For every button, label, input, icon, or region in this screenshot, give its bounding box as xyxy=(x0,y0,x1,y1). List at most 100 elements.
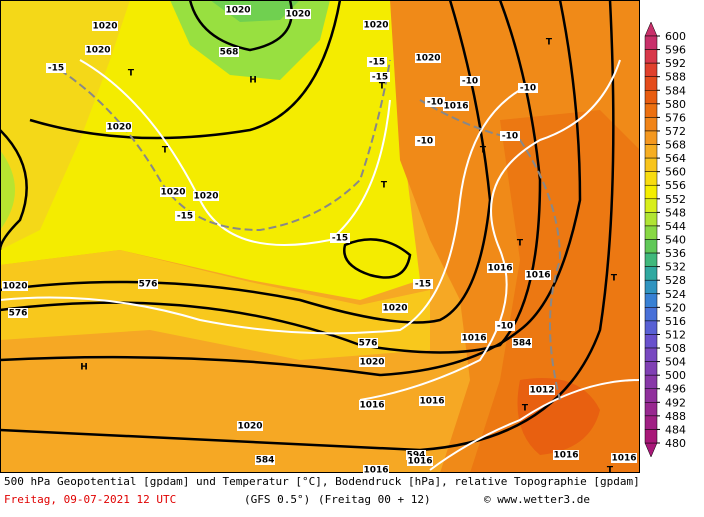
colorbar-label: 592 xyxy=(665,57,686,70)
colorbar-swatch xyxy=(644,225,658,240)
pressure-center: T xyxy=(517,239,524,249)
colorbar-swatch xyxy=(644,320,658,335)
contour-label: -10 xyxy=(520,84,536,94)
credit: © www.wetter3.de xyxy=(484,493,590,506)
contour-label: 1020 xyxy=(237,422,262,432)
colorbar-swatch xyxy=(644,347,658,362)
label-box xyxy=(495,321,515,331)
label-box xyxy=(461,333,487,343)
contour-label: 1020 xyxy=(106,123,131,133)
label-box xyxy=(359,400,385,410)
contours xyxy=(0,0,641,471)
colorbar-swatch xyxy=(644,388,658,403)
colorbar-swatch xyxy=(644,184,658,200)
label-box xyxy=(611,453,637,463)
colorbar-label: 584 xyxy=(665,84,686,97)
pressure-center: T xyxy=(611,274,618,284)
label-box xyxy=(138,279,158,289)
colorbar-label: 532 xyxy=(665,261,686,274)
colorbar-swatch xyxy=(644,334,658,349)
contour-label: 568 xyxy=(220,48,239,58)
label-box xyxy=(193,191,219,201)
label-box xyxy=(363,20,389,30)
pressure-center: H xyxy=(249,76,257,86)
label-box xyxy=(358,338,378,348)
run: (Freitag 00 + 12) xyxy=(318,493,431,506)
label-box xyxy=(413,279,433,289)
colorbar-swatch xyxy=(644,103,658,118)
contour-label: 1012 xyxy=(529,386,554,396)
label-box xyxy=(219,47,239,57)
contour-label: 1020 xyxy=(85,46,110,56)
contour-label: 1016 xyxy=(407,457,432,467)
label-box xyxy=(419,396,445,406)
contour-label: 1020 xyxy=(193,192,218,202)
colorbar-label: 480 xyxy=(665,437,686,450)
colorbar-label: 600 xyxy=(665,30,686,43)
contour-label: 1020 xyxy=(225,6,250,16)
colorbar-swatch xyxy=(644,293,658,308)
label-box xyxy=(370,72,390,82)
colorbar-swatch xyxy=(644,266,658,281)
label-box xyxy=(46,63,66,73)
colorbar-swatch xyxy=(644,157,658,172)
colorbar-swatch xyxy=(644,62,658,77)
label-box xyxy=(487,263,513,273)
colorbar-swatch xyxy=(644,35,658,50)
label-box xyxy=(359,357,385,367)
colorbar-swatch xyxy=(644,198,658,213)
contour-label: 1016 xyxy=(363,466,388,476)
contour-label: -10 xyxy=(417,137,433,147)
contour-label: 1016 xyxy=(461,334,486,344)
colorbar-label: 492 xyxy=(665,396,686,409)
colorbar-label: 516 xyxy=(665,315,686,328)
label-box xyxy=(443,101,469,111)
colorbar-label: 508 xyxy=(665,342,686,355)
colorbar-swatch xyxy=(644,239,658,254)
colorbar: 6005965925885845805765725685645605565525… xyxy=(644,21,686,458)
colorbar-swatch xyxy=(644,279,658,295)
label-box xyxy=(460,76,480,86)
contour-label: -10 xyxy=(497,322,513,332)
colorbar-label: 572 xyxy=(665,125,686,138)
label-box xyxy=(255,455,275,465)
colorbar-swatch xyxy=(644,171,658,186)
contour-label: 1016 xyxy=(359,401,384,411)
contour-label: 1016 xyxy=(553,451,578,461)
label-box xyxy=(406,450,426,460)
pressure-center: T xyxy=(480,146,487,156)
contour-label: 1016 xyxy=(611,454,636,464)
contour-label: 1020 xyxy=(415,54,440,64)
colorbar-label: 544 xyxy=(665,220,686,233)
pressure-center: T xyxy=(381,181,388,191)
colorbar-end xyxy=(644,21,658,37)
label-box xyxy=(553,450,579,460)
map-frame xyxy=(0,0,640,473)
label-box xyxy=(382,303,408,313)
label-box xyxy=(363,465,389,475)
contour-label: 584 xyxy=(513,339,532,349)
label-box xyxy=(407,456,433,466)
contour-label: -15 xyxy=(369,58,385,68)
colorbar-label: 496 xyxy=(665,383,686,396)
contour-label: 576 xyxy=(9,309,28,319)
label-box xyxy=(500,131,520,141)
label-box xyxy=(225,5,251,15)
pressure-center: T xyxy=(162,146,169,156)
contour-label: -15 xyxy=(177,212,193,222)
colorbar-swatch xyxy=(644,212,658,227)
colorbar-swatch xyxy=(644,402,658,417)
label-box xyxy=(2,281,28,291)
label-box xyxy=(415,53,441,63)
date: Freitag, 09-07-2021 12 UTC xyxy=(4,493,176,506)
colorbar-label: 548 xyxy=(665,206,686,219)
contour-label: 594 xyxy=(407,451,426,461)
colorbar-label: 524 xyxy=(665,288,686,301)
contour-label: 1016 xyxy=(419,397,444,407)
label-box xyxy=(106,122,132,132)
pressure-center: T xyxy=(128,69,135,79)
colorbar-label: 500 xyxy=(665,369,686,382)
